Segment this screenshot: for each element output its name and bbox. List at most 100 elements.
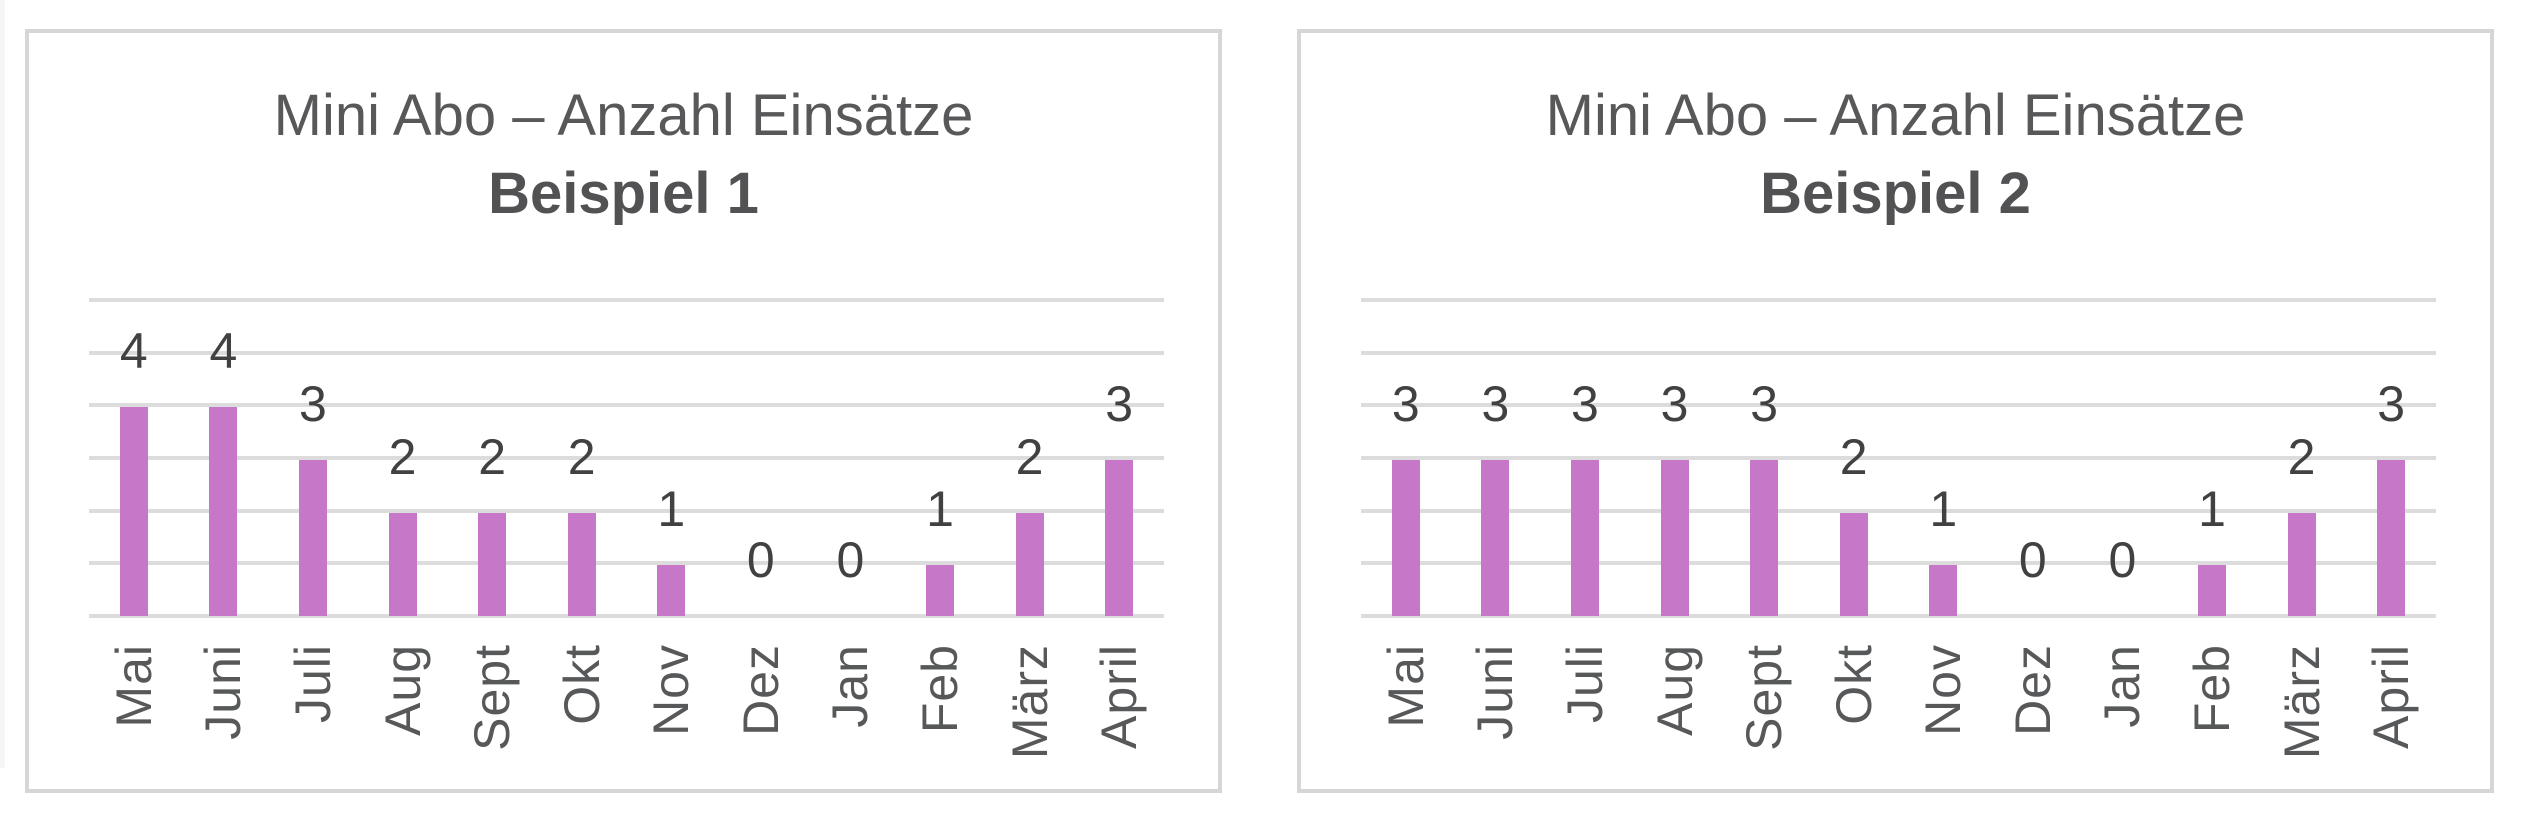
bar-column: 3 [1451, 300, 1541, 616]
x-axis-label: Mai [105, 644, 162, 728]
x-axis-label-cell: März [985, 644, 1075, 794]
gridline [89, 614, 1164, 618]
bar-aug [388, 512, 417, 616]
x-axis-label-cell: Feb [2167, 644, 2257, 794]
x-axis-label: Jan [822, 644, 879, 728]
chart-subtitle: Beispiel 1 [488, 161, 759, 226]
bar-value-label: 1 [2198, 481, 2226, 538]
bar-column: 3 [1630, 300, 1720, 616]
bar-märz [2287, 512, 2316, 616]
bar-feb [925, 565, 954, 616]
title-block: Mini Abo – Anzahl Einsätze Beispiel 2 [1301, 33, 2490, 233]
x-axis-label-cell: Okt [537, 644, 627, 794]
bar-value-label: 3 [2377, 376, 2406, 432]
x-axis-label-cell: April [2346, 644, 2436, 794]
bar-feb [2197, 565, 2226, 616]
bar-april [2377, 460, 2406, 616]
x-axis-label-cell: Aug [1630, 644, 1720, 794]
bar-column: 3 [1361, 300, 1451, 616]
bar-okt [1839, 512, 1868, 616]
bar-column: 3 [1074, 300, 1164, 616]
x-axis-label-cell: Mai [1361, 644, 1451, 794]
bar-column: 1 [626, 300, 716, 616]
x-axis-labels: Mai Juni Juli Aug Sept Okt Nov Dez Jan Feb März Apr… [89, 644, 1164, 794]
gridline [89, 403, 1164, 408]
bar-nov [657, 565, 686, 616]
x-axis-label: Dez [2004, 644, 2061, 736]
x-axis-label-cell: Sept [1719, 644, 1809, 794]
bar-juni [1481, 460, 1510, 616]
bar-column: 4 [89, 300, 179, 616]
bar-column: 0 [716, 300, 806, 616]
bar-column: 2 [1809, 300, 1899, 616]
bar-value-label: 0 [2018, 532, 2047, 588]
bar-column: 3 [2346, 300, 2436, 616]
x-axis-label: Jan [2094, 644, 2151, 728]
gridline [1361, 456, 2436, 460]
x-axis-label: Juni [195, 644, 252, 740]
x-axis-labels: Mai Juni Juli Aug Sept Okt Nov Dez Jan Feb März Apr… [1361, 644, 2436, 794]
bar-value-label: 1 [926, 481, 954, 538]
gridline [1361, 614, 2436, 618]
x-axis-label: Mai [1377, 644, 1434, 728]
bar-column: 1 [2167, 300, 2257, 616]
bar-value-label: 3 [1571, 376, 1599, 432]
x-axis-label-cell: Nov [626, 644, 716, 794]
x-axis-label: Sept [464, 644, 521, 751]
x-axis-label-cell: Jan [806, 644, 896, 794]
bar-value-label: 0 [2108, 532, 2137, 588]
x-axis-label-cell: April [1074, 644, 1164, 794]
chart-title: Mini Abo – Anzahl Einsätze [273, 83, 974, 148]
bar-value-label: 3 [1750, 376, 1778, 432]
x-axis-label-cell: Juli [1540, 644, 1630, 794]
x-axis-label-cell: Dez [1988, 644, 2078, 794]
bar-sept [1750, 460, 1779, 616]
bar-column: 2 [2257, 300, 2347, 616]
bar-column: 2 [447, 300, 537, 616]
bar-value-label: 4 [209, 323, 238, 380]
bar-column: 0 [2078, 300, 2168, 616]
bars-row: 3 3 3 3 3 2 1 0 0 1 2 3 [1361, 300, 2436, 616]
bar-sept [478, 512, 507, 616]
bar-column: 1 [895, 300, 985, 616]
bar-column: 0 [1988, 300, 2078, 616]
bar-value-label: 2 [2287, 428, 2316, 485]
chart-panel-beispiel-2: Mini Abo – Anzahl Einsätze Beispiel 2 3 3… [1297, 29, 2494, 793]
x-axis-label-cell: Nov [1898, 644, 1988, 794]
x-axis-label-cell: Jan [2078, 644, 2168, 794]
bar-juli [298, 460, 327, 616]
bar-mai [119, 407, 148, 616]
bar-column: 0 [806, 300, 896, 616]
x-axis-label-cell: Juli [268, 644, 358, 794]
gridline [1361, 350, 2436, 355]
plot-area: 3 3 3 3 3 2 1 0 0 1 2 3 [1361, 298, 2436, 618]
chart-title: Mini Abo – Anzahl Einsätze [1545, 83, 2246, 148]
x-axis-label-cell: Okt [1809, 644, 1899, 794]
bar-value-label: 2 [1015, 428, 1044, 485]
x-axis-label-cell: Sept [447, 644, 537, 794]
gridline [1361, 298, 2436, 302]
bar-value-label: 3 [1481, 376, 1510, 432]
bars-row: 4 4 3 2 2 2 1 0 0 1 2 3 [89, 300, 1164, 616]
title-block: Mini Abo – Anzahl Einsätze Beispiel 1 [29, 33, 1218, 233]
x-axis-label: April [1091, 644, 1148, 750]
bar-value-label: 0 [746, 532, 775, 588]
x-axis-label: Juni [1467, 644, 1524, 740]
bar-value-label: 3 [299, 376, 327, 432]
gridline [89, 456, 1164, 460]
bar-okt [567, 512, 596, 616]
bar-juli [1570, 460, 1599, 616]
bar-value-label: 3 [1660, 376, 1689, 432]
bar-value-label: 2 [567, 428, 596, 485]
x-axis-label: Nov [1915, 644, 1972, 736]
bar-column: 2 [358, 300, 448, 616]
x-axis-label-cell: März [2257, 644, 2347, 794]
bar-column: 3 [1540, 300, 1630, 616]
bar-value-label: 3 [1391, 376, 1420, 432]
chart-subtitle: Beispiel 2 [1760, 161, 2031, 226]
bar-column: 3 [1719, 300, 1809, 616]
x-axis-label: Juli [284, 644, 341, 724]
gridline [89, 561, 1164, 566]
